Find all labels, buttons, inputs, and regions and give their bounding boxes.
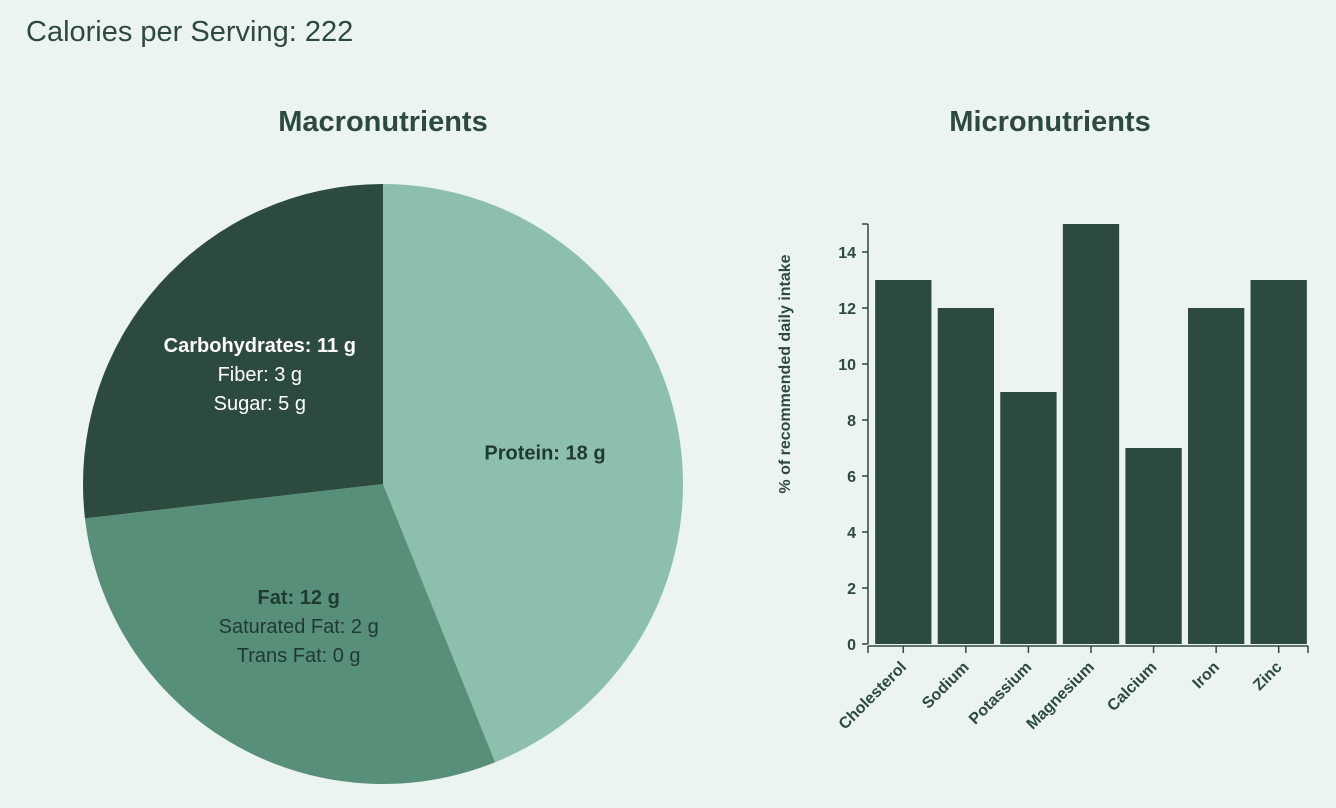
macronutrients-title: Macronutrients bbox=[278, 106, 488, 138]
bar-cholesterol bbox=[875, 280, 932, 644]
y-tick-label: 10 bbox=[838, 357, 856, 374]
micronutrients-bar-chart: 0 2 4 6 8 10 12 14 Cholesterol SodiumPotassiumMag… bbox=[777, 223, 1309, 733]
x-tick-label-potassium: Potassium bbox=[966, 659, 1035, 728]
x-tick-label-magnesium: Magnesium bbox=[1024, 659, 1098, 733]
pie-detail-trans-fat: Trans Fat: 0 g bbox=[237, 645, 361, 667]
x-tick-label-iron: Iron bbox=[1190, 659, 1223, 692]
micronutrients-title: Micronutrients bbox=[949, 106, 1151, 138]
pie-slice-fat bbox=[84, 484, 496, 785]
x-tick-label-calcium: Calcium bbox=[1104, 659, 1160, 715]
pie-label-protein: Protein: 18 g bbox=[484, 443, 605, 465]
y-tick-label: 6 bbox=[847, 469, 856, 486]
bar-zinc bbox=[1250, 280, 1307, 644]
pie-slice-carbohydrates bbox=[82, 184, 383, 519]
pie-detail-fiber: Fiber: 3 g bbox=[218, 364, 302, 386]
bar-calcium bbox=[1125, 448, 1182, 644]
bar-potassium bbox=[1000, 392, 1057, 644]
y-tick-label: 14 bbox=[838, 245, 856, 262]
y-axis-label: % of recommended daily intake bbox=[777, 254, 794, 493]
y-tick-label: 4 bbox=[847, 525, 856, 542]
pie-label-carbohydrates: Carbohydrates: 11 g bbox=[164, 335, 356, 357]
pie-label-fat: Fat: 12 g bbox=[258, 587, 340, 609]
macronutrients-pie-chart: Protein: 18 g Fat: 12 g Saturated Fat: 2 g… bbox=[82, 184, 684, 785]
bar-magnesium bbox=[1062, 224, 1120, 644]
bar-iron bbox=[1187, 308, 1245, 644]
calories-per-serving: Calories per Serving: 222 bbox=[26, 16, 354, 48]
x-tick-label-sodium: Sodium bbox=[919, 659, 973, 713]
pie-detail-sugar: Sugar: 5 g bbox=[214, 393, 306, 415]
x-tick-label-zinc: Zinc bbox=[1250, 659, 1285, 694]
y-tick-label: 8 bbox=[847, 413, 856, 430]
pie-detail-saturated-fat: Saturated Fat: 2 g bbox=[219, 616, 379, 638]
bar-sodium bbox=[937, 308, 995, 644]
y-tick-label: 0 bbox=[847, 637, 856, 654]
pie-slice-protein bbox=[383, 184, 684, 763]
x-tick-label-cholesterol: Cholesterol bbox=[836, 659, 910, 733]
y-tick-label: 2 bbox=[847, 581, 856, 598]
y-tick-label: 12 bbox=[838, 301, 856, 318]
